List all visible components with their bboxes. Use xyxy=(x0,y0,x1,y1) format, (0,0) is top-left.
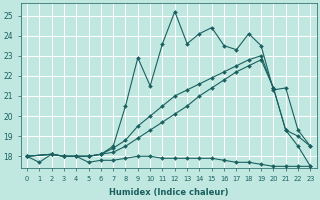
X-axis label: Humidex (Indice chaleur): Humidex (Indice chaleur) xyxy=(109,188,228,197)
